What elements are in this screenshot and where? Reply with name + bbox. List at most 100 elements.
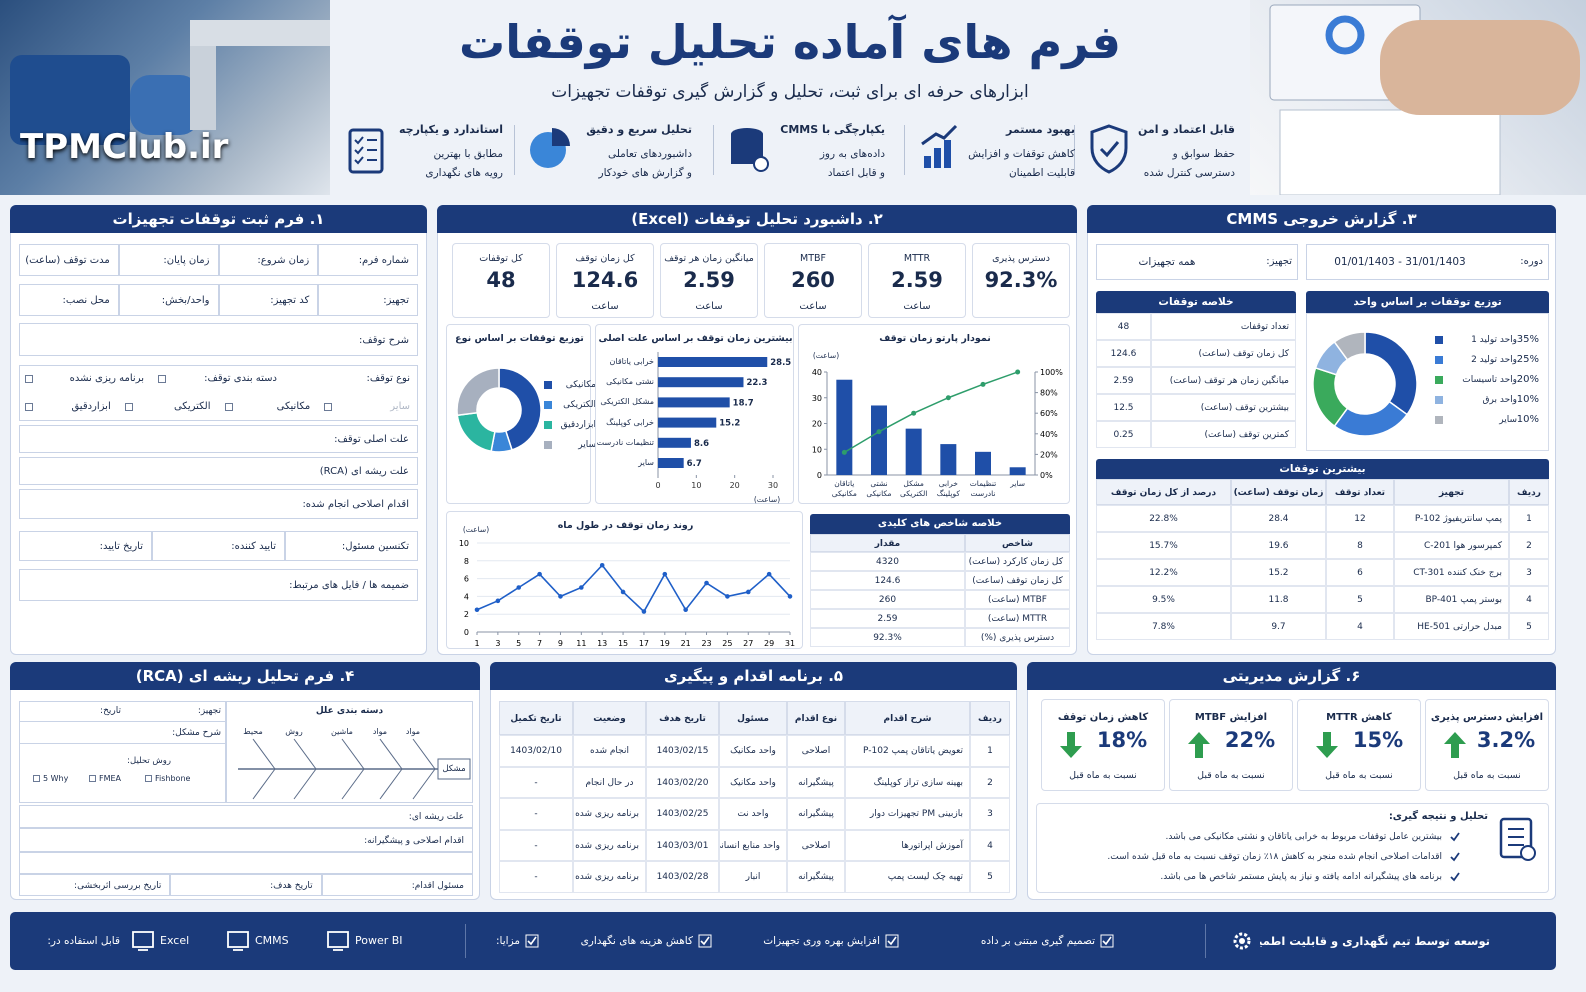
category-label: مشکل الکتریکی [600,397,654,407]
panel: ۴. فرم تحلیل ریشه ای (RCA) تجهیز: تاریخ: شر… [10,662,480,900]
kpi-label: MTBF [800,252,826,264]
feature-icon [348,128,384,174]
table-cell: 2 [1509,532,1549,559]
table-cell: کل زمان توقف (ساعت) [1151,340,1296,367]
x-tick-label: 10 [691,481,701,490]
x-tick-label: 13 [597,639,607,648]
table-cell: 1403/03/01 [646,829,719,861]
table-cell: - [499,798,573,830]
table-cell: 5 [1509,613,1549,640]
category-label: تنظیمات نادرست [596,437,654,447]
report-illustration [1269,4,1580,195]
table-cell: 1403/02/15 [646,735,719,767]
form-field: محل نصب: [19,284,119,316]
header-image-left: TPMClub.ir [0,0,330,195]
line-point [620,589,626,595]
cause-label: مواد [372,727,388,736]
gear-icon [753,156,769,172]
category-label: سایر [1010,479,1026,488]
table-cell: 1403/02/28 [646,861,719,893]
form-field: اقدام اصلاحی انجام شده: [19,489,418,519]
value-label: 6.7 [687,459,702,469]
legend-label: واحد برق [1482,395,1517,405]
field-label: روش تحلیل: [127,755,171,766]
feature-icon [731,128,769,172]
kpi-note: نسبت به ماه قبل [1069,769,1137,781]
table-header-cell: تعداد توقف [1326,479,1394,505]
panel-title: ۴. فرم تحلیل ریشه ای (RCA) [10,662,480,690]
category-label: خرابی یاتاقان [609,357,654,366]
line-point [745,589,751,595]
table-cell: پیشگیرانه [787,798,845,830]
check [1450,832,1460,842]
chart: بیشترین زمان توقف بر اساس علت اصلی 0 10 20 3… [595,324,794,504]
bone [379,768,403,800]
table-cell: 4 [1509,586,1549,613]
check-box [1100,934,1114,948]
table-cell: 22.8% [1096,505,1231,532]
table-header-cell: زمان توقف (ساعت) [1231,479,1326,505]
table-cell: واحد مکانیک [719,766,787,798]
table-cell: تهیه چک لیست پمپ [845,861,970,893]
table-header-cell: ردیف [1509,479,1549,505]
table-cell: 124.6 [1096,340,1151,367]
separator [1205,924,1206,958]
bars-icon [924,156,931,168]
kpi-card: دسترس پذیری 92.3% [972,243,1070,318]
feature-text: و قابل اعتماد [827,166,885,179]
panel-title: ۳. گزارش خروجی CMMS [1087,205,1556,233]
form-option: دسته بندی توقف: [204,373,277,384]
y-tick-label: 6 [464,575,469,584]
table-header-cell: شرح اقدام [845,701,970,735]
line-point [579,585,584,590]
form-option: ابزاردقیق [71,401,111,412]
check [1450,872,1460,882]
cause-label: روش [285,727,303,736]
trend-arrow [1444,732,1466,758]
line-point [495,598,501,604]
x-tick-label: 23 [701,639,711,648]
shield-icon [1090,124,1128,174]
table-cell: پیشگیرانه [787,766,845,798]
kpi-card: کاهش MTTR 15% نسبت به ماه قبل [1297,699,1421,791]
field-value: همه تجهیزات [1138,255,1196,268]
kpi-value: 260 [791,268,835,292]
kpi-value: 2.59 [891,268,943,292]
hand [1380,20,1580,115]
bar [658,437,691,448]
feature-icon [921,124,958,168]
checkbox [25,403,33,411]
checkbox [145,775,152,782]
y-tick-label: 0 [464,628,469,637]
arrow [1316,732,1338,758]
y2-tick-label: 80% [1040,389,1058,398]
value-label: 22.3 [746,378,767,388]
table-cell: بیشترین توقف (ساعت) [1151,394,1296,421]
pump [130,75,200,135]
panel: ۲. داشبورد تحلیل توقفات (Excel) دسترس پذی… [437,205,1077,655]
table-cell: MTTR (ساعت) [965,609,1070,628]
fishbone-title: دسته بندی علل [315,706,384,716]
header-subtitle: ابزارهای حرفه ای برای ثبت، تحلیل و گزارش… [551,82,1029,102]
x-tick-label: 9 [558,639,563,648]
benefit: تصمیم گیری مبتنی بر داده [980,934,1095,947]
line-point [911,410,917,416]
separator [465,924,466,958]
bars-icon [944,140,951,168]
table-cell: 48 [1096,313,1151,340]
feature-text: مطابق با بهترین [433,147,503,160]
usage-label: قابل استفاده در: [47,934,120,947]
value-label: 28.5 [770,358,791,368]
table-cell: 260 [810,590,965,609]
table-cell: میانگین زمان هر توقف (ساعت) [1151,367,1296,394]
kpi-value: 18% [1096,728,1148,752]
category-label: یاتاقان مکانیکی [831,479,857,498]
x-tick-label: 29 [764,639,774,648]
bar [940,444,957,475]
table-cell: کمترین توقف (ساعت) [1151,421,1296,448]
bone [293,738,317,770]
conclusion-title: تحلیل و نتیجه گیری: [1388,811,1488,822]
value-label: 18.7 [733,398,754,408]
kpi-unit: ساعت [799,301,827,312]
